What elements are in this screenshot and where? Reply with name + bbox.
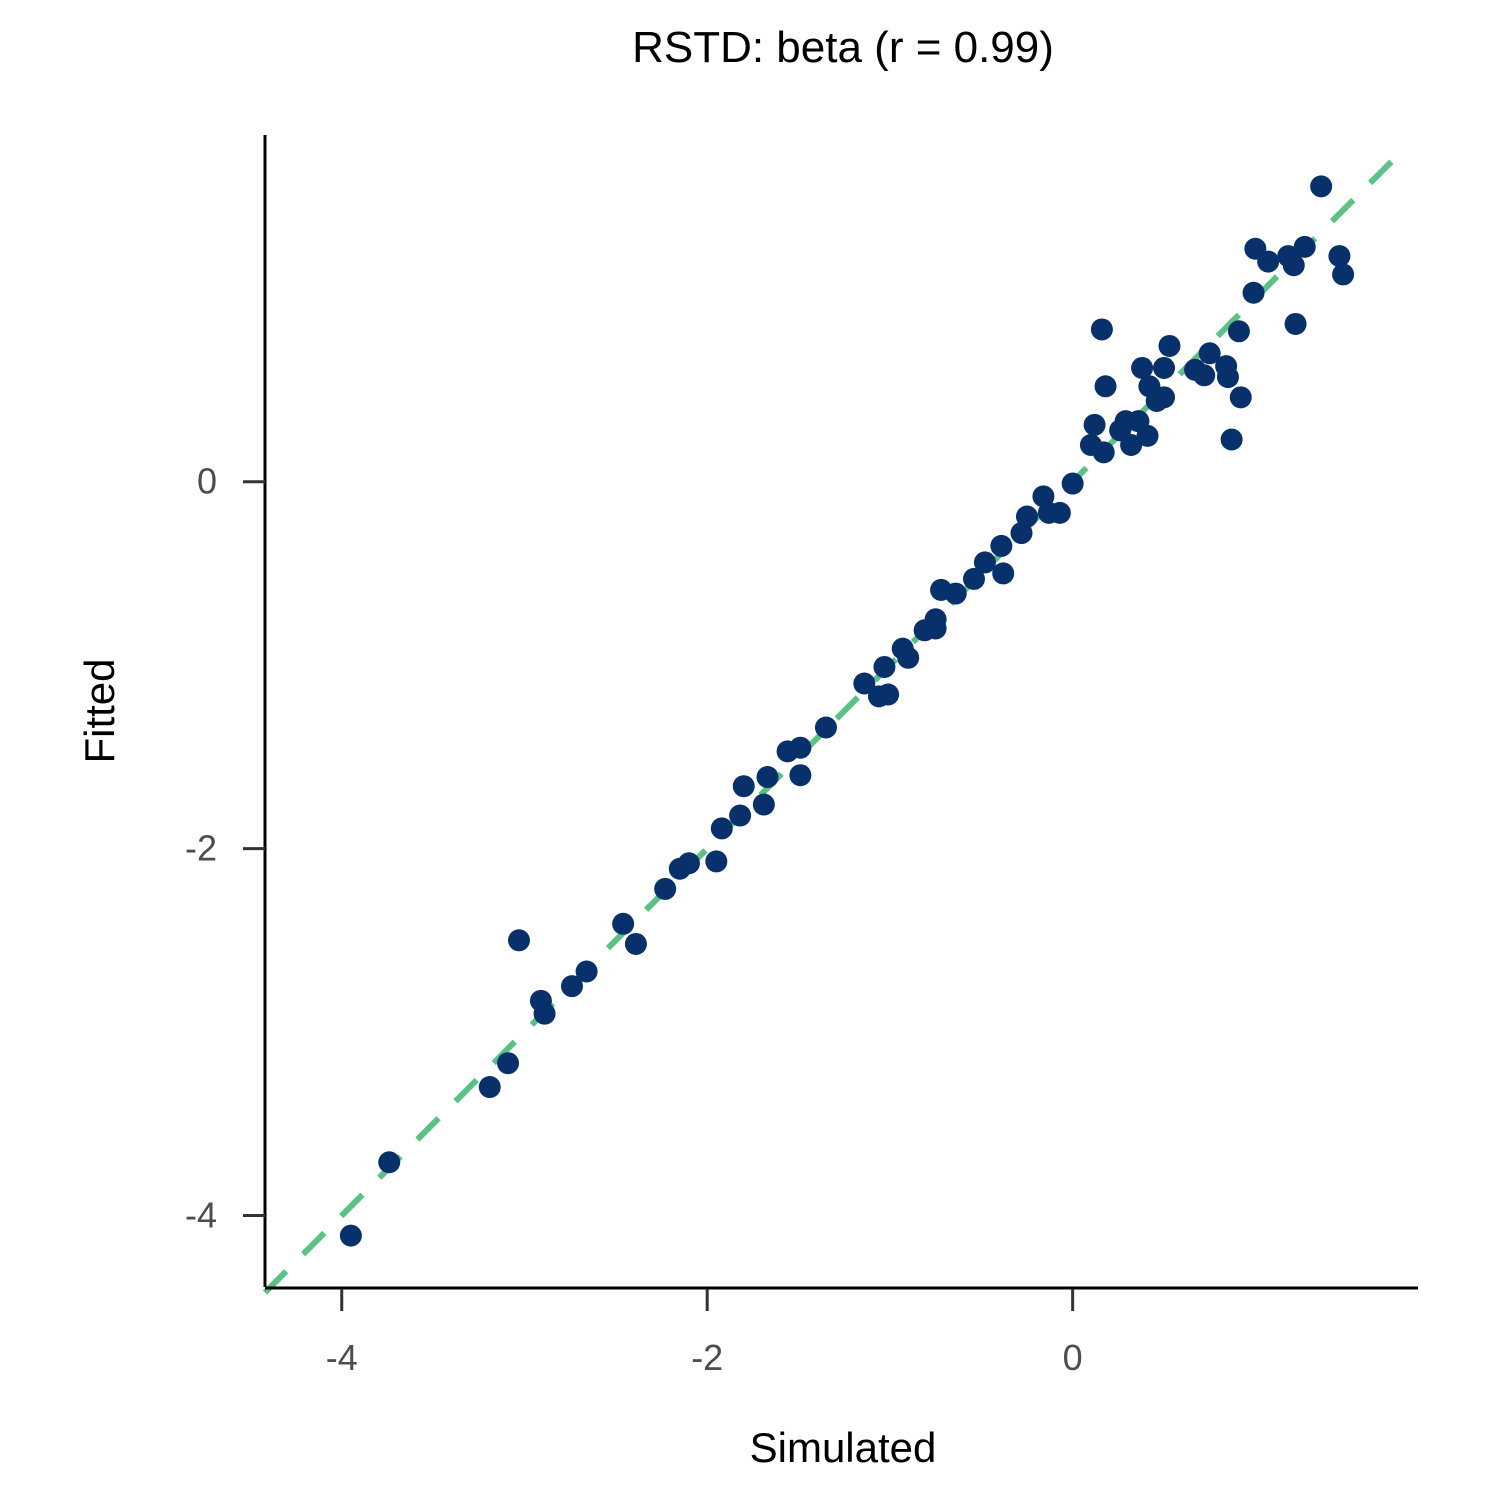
- y-tick-label: 0: [197, 461, 217, 502]
- point: [677, 852, 700, 875]
- point: [1220, 428, 1243, 451]
- point: [973, 551, 996, 574]
- x-axis-label: Simulated: [750, 1424, 937, 1471]
- point: [560, 975, 583, 998]
- x-tick-label: 0: [1063, 1337, 1083, 1378]
- point: [853, 672, 876, 695]
- point: [789, 764, 812, 787]
- point: [1310, 175, 1333, 198]
- x-tick-label: -4: [326, 1337, 358, 1378]
- point: [378, 1151, 401, 1174]
- point: [624, 932, 647, 955]
- point: [1293, 235, 1316, 258]
- chart-title: RSTD: beta (r = 0.99): [632, 23, 1054, 72]
- point: [1090, 318, 1113, 341]
- point: [1227, 320, 1250, 343]
- point: [705, 850, 728, 873]
- point: [752, 793, 775, 816]
- y-axis-label: Fitted: [76, 658, 123, 763]
- point: [944, 582, 967, 605]
- point: [1094, 375, 1117, 398]
- point: [1284, 312, 1307, 335]
- point: [789, 736, 812, 759]
- point: [1083, 413, 1106, 436]
- point: [1229, 386, 1252, 409]
- point: [1158, 334, 1181, 357]
- point: [990, 534, 1013, 557]
- x-tick-label: -2: [691, 1337, 723, 1378]
- point: [1010, 522, 1033, 545]
- point: [1092, 441, 1115, 464]
- point: [497, 1052, 520, 1075]
- point: [1032, 485, 1055, 508]
- point: [897, 646, 920, 669]
- point: [1216, 366, 1239, 389]
- point: [814, 716, 837, 739]
- point: [732, 775, 755, 798]
- point: [1131, 356, 1154, 379]
- point: [1120, 434, 1143, 457]
- point: [507, 929, 530, 952]
- point: [1332, 263, 1355, 286]
- point: [478, 1076, 501, 1099]
- y-tick-label: -2: [185, 828, 217, 869]
- point: [962, 567, 985, 590]
- point: [1061, 472, 1084, 495]
- y-tick-label: -4: [185, 1194, 217, 1235]
- point: [1257, 250, 1280, 273]
- point: [339, 1224, 362, 1247]
- point: [1153, 386, 1176, 409]
- point: [1282, 254, 1305, 277]
- point: [1048, 501, 1071, 524]
- point: [1015, 505, 1038, 528]
- point: [612, 912, 635, 935]
- point: [1242, 281, 1265, 304]
- point: [924, 608, 947, 631]
- point: [873, 655, 896, 678]
- point: [710, 817, 733, 840]
- point: [1193, 364, 1216, 387]
- point: [992, 562, 1015, 585]
- point: [533, 1002, 556, 1025]
- point: [1136, 424, 1159, 447]
- point: [1198, 342, 1221, 365]
- point: [575, 960, 598, 983]
- point: [1328, 245, 1351, 268]
- point: [756, 766, 779, 789]
- point: [877, 683, 900, 706]
- point: [654, 877, 677, 900]
- point: [729, 804, 752, 827]
- point: [1153, 356, 1176, 379]
